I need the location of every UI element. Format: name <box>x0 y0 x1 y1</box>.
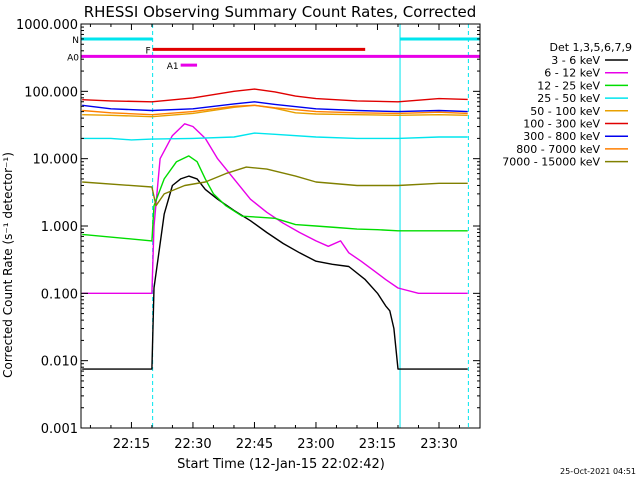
y-tick-label-3: 1.000 <box>41 220 78 235</box>
series-line-5 <box>82 88 468 103</box>
legend-label-8: 7000 - 15000 keV <box>502 156 600 169</box>
generation-timestamp: 25-Oct-2021 04:51 <box>560 467 636 476</box>
x-tick-label-1: 22:30 <box>174 437 211 452</box>
x-axis-label: Start Time (12-Jan-15 22:02:42) <box>177 457 385 472</box>
legend-label-1: 6 - 12 keV <box>544 67 600 80</box>
series-line-2 <box>82 155 468 242</box>
y-tick-label-0: 1000.000 <box>16 18 78 33</box>
series-line-6 <box>82 101 468 113</box>
legend-label-2: 12 - 25 keV <box>537 79 600 92</box>
y-tick-label-4: 0.100 <box>41 287 78 302</box>
x-tick-label-0: 22:15 <box>113 437 150 452</box>
flag-label-0: N <box>72 36 79 46</box>
legend-label-7: 800 - 7000 keV <box>516 143 600 156</box>
series-line-0 <box>82 175 468 370</box>
y-axis: 1000.000 100.000 10.000 1.000 0.100 0.010 0.00… <box>16 18 480 437</box>
y-tick-label-2: 10.000 <box>33 153 79 168</box>
series-line-8 <box>82 166 468 207</box>
legend-label-6: 300 - 800 keV <box>523 130 600 143</box>
y-axis-label: Corrected Count Rate (s⁻¹ detector⁻¹) <box>1 152 15 378</box>
plot-area: N F A0 A1 <box>67 23 481 429</box>
x-axis: 22:15 22:30 22:45 23:00 23:15 23:30 <box>89 24 481 452</box>
legend-label-5: 100 - 300 keV <box>523 118 600 131</box>
flag-label-3: A1 <box>167 62 179 72</box>
flag-label-1: F <box>145 46 150 56</box>
chart-title: RHESSI Observing Summary Count Rates, Co… <box>84 3 477 21</box>
y-tick-label-1: 100.000 <box>24 85 78 100</box>
flag-label-2: A0 <box>67 53 79 63</box>
y-tick-label-5: 0.010 <box>41 355 78 370</box>
plot-frame <box>80 23 481 429</box>
x-tick-label-5: 23:30 <box>420 437 457 452</box>
y-tick-label-6: 0.001 <box>41 422 78 437</box>
plot-traces <box>81 24 480 428</box>
series-line-3 <box>82 132 468 141</box>
legend-label-0: 3 - 6 keV <box>551 54 600 67</box>
series-line-1 <box>82 123 468 294</box>
legend-label-3: 25 - 50 keV <box>537 92 600 105</box>
x-tick-label-3: 23:00 <box>297 437 334 452</box>
legend-label-4: 50 - 100 keV <box>530 105 600 118</box>
x-tick-label-4: 23:15 <box>359 437 396 452</box>
series-line-7 <box>82 104 468 116</box>
legend-title: Det 1,3,5,6,7,9 <box>549 41 632 54</box>
x-tick-label-2: 22:45 <box>236 437 273 452</box>
